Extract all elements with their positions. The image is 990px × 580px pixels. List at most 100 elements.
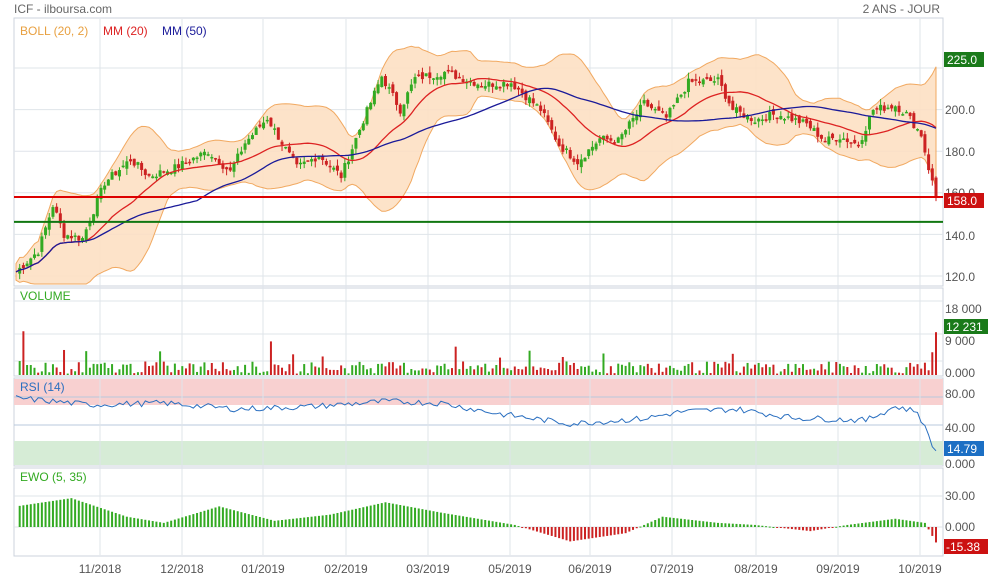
candle-body: [919, 130, 923, 137]
candle-body: [797, 115, 801, 124]
candle-body: [753, 122, 757, 125]
volume-bar: [643, 366, 646, 375]
volume-bar: [159, 351, 162, 375]
ewo-bar: [476, 518, 479, 527]
candle-body: [760, 119, 764, 121]
ewo-bar: [809, 527, 812, 532]
ewo-bar: [255, 516, 258, 527]
ewo-bar: [576, 527, 579, 541]
ewo-bar: [325, 515, 328, 527]
candle-body: [476, 84, 480, 89]
ewo-bar: [565, 527, 568, 541]
volume-bar: [366, 369, 369, 375]
candle-body: [302, 161, 306, 164]
volume-bar: [495, 365, 498, 375]
candles: [18, 64, 938, 280]
ewo-bar: [639, 526, 642, 528]
candle-body: [860, 140, 864, 144]
volume-bar: [118, 369, 121, 375]
candle-body: [420, 72, 424, 80]
ewo-bar: [654, 519, 657, 527]
ewo-bar: [513, 524, 516, 527]
ewo-bar: [886, 519, 889, 527]
candle-body: [635, 114, 639, 121]
candle-body: [221, 163, 225, 169]
candle-body: [513, 81, 517, 90]
candle-body: [143, 169, 147, 176]
ewo-bar: [454, 515, 457, 527]
volume-bar: [358, 361, 361, 375]
volume-bar: [628, 362, 631, 375]
volume-bar: [70, 369, 73, 375]
candle-body: [284, 146, 288, 149]
candle-body: [664, 114, 668, 118]
candle-body: [406, 92, 410, 104]
volume-bar: [753, 364, 756, 375]
candle-body: [69, 236, 73, 239]
candle-body: [395, 92, 399, 105]
ewo-bar: [794, 527, 797, 530]
ewo-bar: [772, 527, 775, 528]
candle-body: [424, 73, 428, 77]
candle-body: [694, 79, 698, 81]
candle-body: [524, 90, 528, 101]
ewo-bar: [77, 500, 80, 527]
volume-bar: [85, 351, 88, 375]
ewo-bar: [635, 527, 638, 529]
ewo-bar: [358, 508, 361, 527]
ewo-bar: [310, 516, 313, 527]
candle-body: [742, 113, 746, 118]
candle-body: [154, 176, 158, 179]
ewo-bar: [883, 520, 886, 527]
candle-body: [808, 120, 812, 129]
ewo-bar: [835, 526, 838, 528]
ewo-bar: [414, 507, 417, 527]
volume-bar: [247, 372, 250, 375]
ewo-bar: [395, 504, 398, 527]
volume-bar: [676, 369, 679, 375]
candle-body: [598, 138, 602, 143]
volume-bar: [399, 365, 402, 375]
ewo-bar: [909, 520, 912, 527]
candle-body: [443, 71, 447, 80]
candle-body: [771, 109, 775, 115]
candle-body: [720, 75, 724, 86]
ewo-bar: [632, 527, 635, 530]
volume-bar: [232, 369, 235, 375]
candle-body: [757, 118, 761, 122]
ewo-bar: [890, 519, 893, 527]
ewo-bar: [347, 510, 350, 527]
ewo-bar: [487, 520, 490, 527]
volume-bar: [502, 367, 505, 375]
candle-body: [783, 118, 787, 121]
rsi-tick: 40.00: [945, 421, 975, 435]
volume-bar: [783, 369, 786, 375]
candle-body: [84, 229, 88, 241]
volume-bar: [173, 363, 176, 375]
ewo-bar: [125, 516, 128, 527]
volume-bar: [739, 372, 742, 375]
volume-bar: [336, 370, 339, 375]
ewo-bar: [37, 503, 40, 527]
candle-body: [58, 213, 62, 224]
ewo-bar: [864, 522, 867, 527]
candle-body: [409, 84, 413, 91]
ewo-bar: [225, 508, 228, 527]
candle-body: [812, 128, 816, 131]
ewo-bar: [813, 527, 816, 531]
ewo-bar: [820, 527, 823, 530]
volume-bar: [111, 364, 114, 375]
volume-bar: [561, 356, 564, 375]
volume-bar: [303, 364, 306, 375]
candle-body: [686, 78, 690, 93]
volume-bar: [883, 364, 886, 375]
volume-bar: [340, 365, 343, 375]
ewo-bar: [916, 521, 919, 527]
candle-body: [162, 171, 166, 173]
price-tick: 200.0: [945, 103, 975, 117]
ewo-bar: [288, 519, 291, 527]
ewo-bar: [547, 527, 550, 535]
ewo-bar: [798, 527, 801, 530]
candle-body: [188, 161, 192, 164]
volume-bar: [580, 366, 583, 375]
